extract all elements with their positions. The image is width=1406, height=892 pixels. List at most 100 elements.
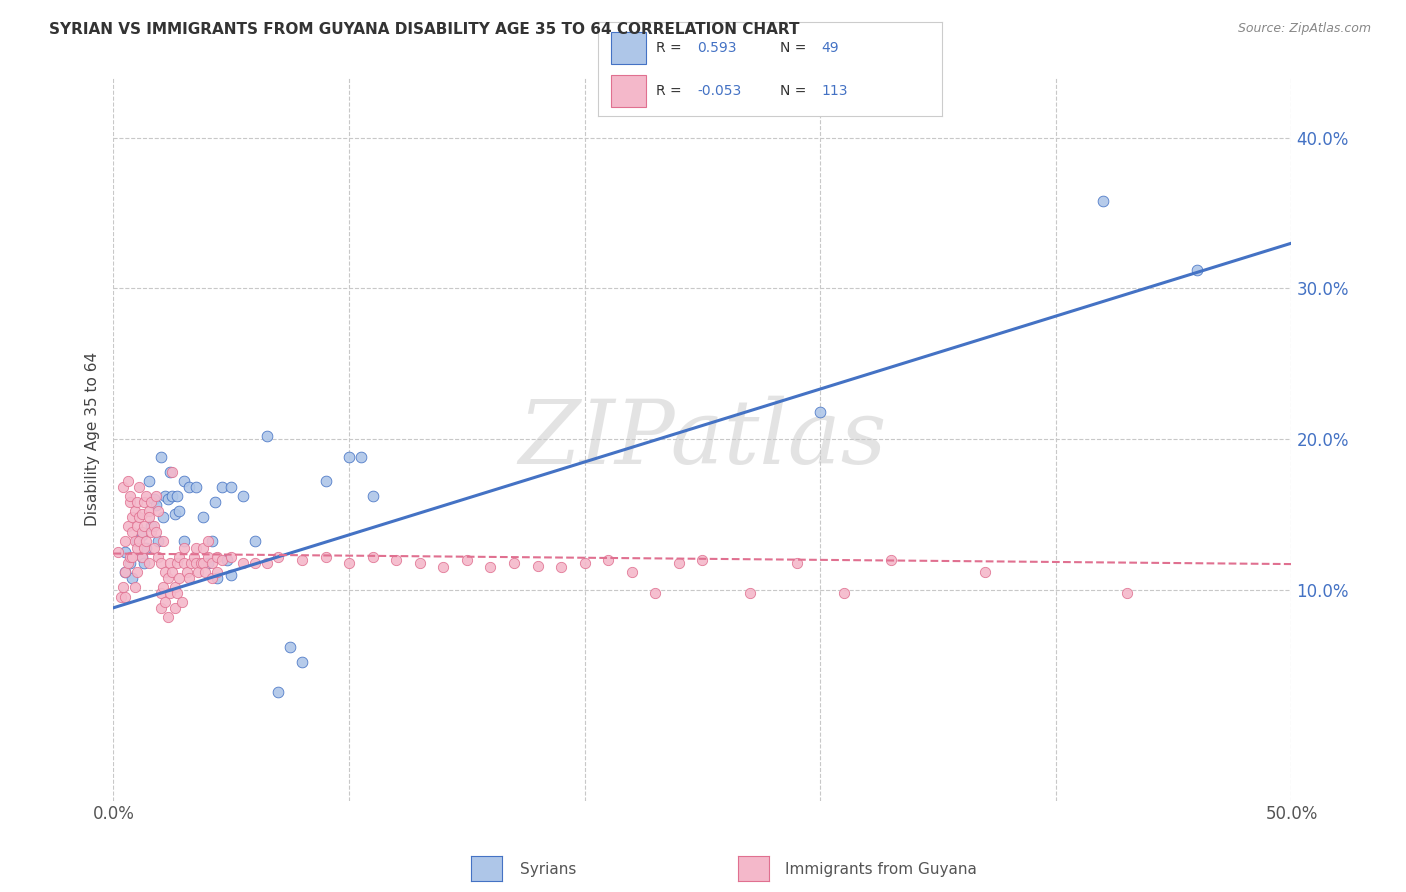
- Point: [111, 480, 134, 494]
- Text: SYRIAN VS IMMIGRANTS FROM GUYANA DISABILITY AGE 35 TO 64 CORRELATION CHART: SYRIAN VS IMMIGRANTS FROM GUYANA DISABIL…: [49, 22, 800, 37]
- Point: [526, 558, 548, 573]
- Point: [194, 565, 217, 579]
- Point: [159, 465, 181, 479]
- Point: [162, 565, 184, 579]
- Point: [315, 474, 337, 488]
- Point: [808, 405, 831, 419]
- Point: [337, 450, 360, 464]
- Point: [291, 552, 314, 566]
- Point: [291, 655, 314, 669]
- Point: [176, 565, 198, 579]
- Point: [128, 510, 150, 524]
- Point: [125, 565, 148, 579]
- Point: [974, 565, 997, 579]
- Point: [118, 495, 141, 509]
- Text: 49: 49: [821, 41, 839, 54]
- Point: [187, 565, 209, 579]
- Point: [337, 556, 360, 570]
- Point: [221, 480, 243, 494]
- Point: [138, 510, 160, 524]
- Point: [124, 534, 146, 549]
- Point: [135, 489, 157, 503]
- Point: [124, 504, 146, 518]
- Point: [191, 541, 214, 555]
- Text: R =: R =: [657, 41, 686, 54]
- Point: [138, 556, 160, 570]
- Point: [163, 600, 186, 615]
- Point: [173, 556, 195, 570]
- Point: [114, 534, 136, 549]
- Point: [668, 556, 690, 570]
- Point: [1187, 263, 1209, 277]
- Point: [162, 489, 184, 503]
- Point: [184, 556, 207, 570]
- Text: ZIPatlas: ZIPatlas: [519, 395, 887, 483]
- Point: [110, 591, 132, 605]
- Point: [361, 489, 384, 503]
- Point: [315, 549, 337, 564]
- Text: -0.053: -0.053: [697, 84, 742, 97]
- Point: [162, 465, 184, 479]
- Point: [361, 549, 384, 564]
- Point: [197, 549, 219, 564]
- Point: [221, 567, 243, 582]
- Point: [184, 541, 207, 555]
- Point: [204, 495, 226, 509]
- Point: [141, 525, 163, 540]
- Point: [118, 489, 141, 503]
- Point: [211, 480, 233, 494]
- Point: [278, 640, 301, 654]
- Text: N =: N =: [780, 84, 811, 97]
- Point: [155, 489, 177, 503]
- Point: [170, 595, 193, 609]
- Point: [107, 545, 129, 559]
- Point: [201, 571, 224, 585]
- Point: [786, 556, 808, 570]
- Point: [177, 571, 200, 585]
- Text: 0.593: 0.593: [697, 41, 737, 54]
- Point: [211, 552, 233, 566]
- Point: [125, 541, 148, 555]
- Point: [121, 525, 143, 540]
- Point: [145, 489, 167, 503]
- Point: [152, 580, 174, 594]
- Point: [117, 519, 139, 533]
- Point: [114, 565, 136, 579]
- Point: [620, 565, 643, 579]
- Point: [201, 556, 224, 570]
- Point: [118, 549, 141, 564]
- Point: [173, 534, 195, 549]
- Point: [574, 556, 596, 570]
- Point: [1091, 194, 1114, 208]
- Point: [205, 571, 228, 585]
- Point: [131, 549, 153, 564]
- Point: [243, 534, 266, 549]
- Point: [135, 541, 157, 555]
- Text: N =: N =: [780, 41, 811, 54]
- Point: [215, 552, 238, 566]
- Point: [135, 534, 157, 549]
- Point: [148, 504, 170, 518]
- Point: [156, 609, 179, 624]
- Point: [131, 508, 153, 522]
- Point: [149, 556, 172, 570]
- Bar: [612, 32, 645, 63]
- Point: [148, 534, 170, 549]
- Point: [121, 510, 143, 524]
- Point: [385, 552, 408, 566]
- Point: [503, 556, 526, 570]
- Point: [149, 585, 172, 599]
- Text: Syrians: Syrians: [520, 863, 576, 877]
- Point: [191, 510, 214, 524]
- Point: [138, 504, 160, 518]
- Text: Immigrants from Guyana: Immigrants from Guyana: [785, 863, 976, 877]
- Point: [163, 508, 186, 522]
- Point: [131, 525, 153, 540]
- Point: [142, 492, 165, 507]
- Text: 113: 113: [821, 84, 848, 97]
- Point: [232, 489, 254, 503]
- Point: [432, 560, 454, 574]
- Point: [152, 510, 174, 524]
- Point: [114, 565, 136, 579]
- Point: [598, 552, 620, 566]
